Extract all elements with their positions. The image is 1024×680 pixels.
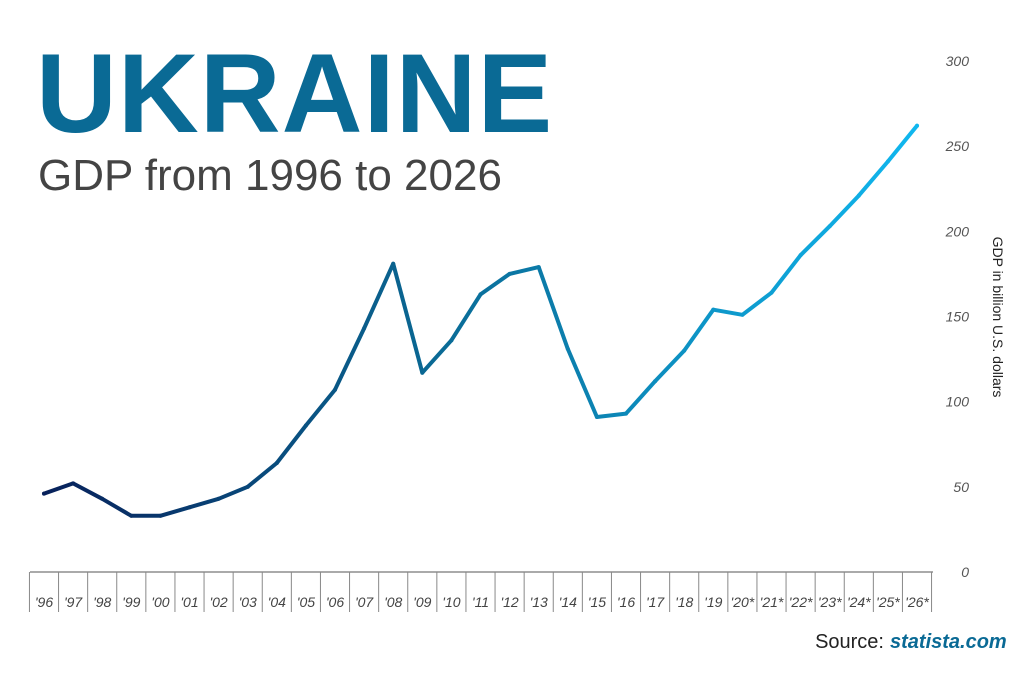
x-axis-ticks: '96 '97 '98 '99 '00 '01 '02 '03 '04 '05 '06 '07 '08 '… <box>28 572 933 612</box>
data-point <box>303 423 308 428</box>
data-point <box>391 261 396 266</box>
x-tick-label: '17 <box>646 594 665 610</box>
source-label: Source: <box>815 631 884 653</box>
x-tick-label: '11 <box>472 594 489 610</box>
x-tick-label: '96 <box>35 594 53 610</box>
data-point <box>740 312 745 317</box>
data-point <box>594 414 599 419</box>
data-point <box>362 326 367 331</box>
x-tick-label: '12 <box>500 594 518 610</box>
x-tick-label: '03 <box>239 594 257 610</box>
data-point <box>274 460 279 465</box>
chart-title: UKRAINE <box>36 31 553 156</box>
x-tick-label: '13 <box>530 594 548 610</box>
data-point <box>158 513 163 518</box>
chart-subtitle: GDP from 1996 to 2026 <box>38 151 502 200</box>
data-point <box>42 491 46 496</box>
y-tick-label: 200 <box>945 223 970 239</box>
x-tick-label: '26* <box>905 594 929 610</box>
data-point <box>711 307 716 312</box>
data-point <box>915 123 919 128</box>
x-tick-label: '22* <box>789 594 813 610</box>
x-tick-label: '16 <box>617 594 635 610</box>
data-point <box>565 346 570 351</box>
data-point <box>129 513 134 518</box>
x-tick-label: '20* <box>731 594 755 610</box>
y-tick-label: 150 <box>946 309 970 325</box>
data-point <box>885 159 890 164</box>
gdp-points <box>42 123 919 518</box>
y-tick-label: 100 <box>946 394 970 410</box>
y-axis-ticks: 0 50 100 150 200 250 300 <box>945 53 970 580</box>
data-point <box>507 271 512 276</box>
data-point <box>536 265 541 270</box>
x-tick-label: '05 <box>297 594 315 610</box>
y-axis-label: GDP in billion U.S. dollars <box>990 237 1006 398</box>
data-point <box>449 338 454 343</box>
data-point <box>100 496 105 501</box>
data-point <box>333 387 337 392</box>
data-point <box>798 253 803 258</box>
x-tick-label: '19 <box>704 594 722 610</box>
data-point <box>478 292 483 297</box>
x-tick-label: '99 <box>122 594 140 610</box>
data-point <box>624 411 628 416</box>
x-tick-label: '21* <box>760 594 784 610</box>
data-point <box>245 484 250 489</box>
data-point <box>682 348 687 353</box>
x-tick-label: '24* <box>847 594 871 610</box>
x-tick-label: '00 <box>151 594 169 610</box>
data-point <box>856 193 861 198</box>
source-link[interactable]: statista.com <box>890 631 1007 653</box>
x-tick-label: '14 <box>559 594 577 610</box>
x-tick-label: '02 <box>209 594 227 610</box>
x-tick-label: '25* <box>876 594 900 610</box>
data-point <box>216 496 221 501</box>
y-tick-label: 300 <box>946 53 970 69</box>
y-tick-label: 250 <box>945 138 970 154</box>
x-tick-label: '08 <box>384 594 402 610</box>
x-tick-label: '06 <box>326 594 344 610</box>
y-tick-label: 50 <box>953 479 969 495</box>
data-point <box>187 505 192 510</box>
y-tick-label: 0 <box>961 564 969 580</box>
data-point <box>769 290 774 295</box>
x-tick-label: '23* <box>818 594 842 610</box>
x-tick-label: '09 <box>413 594 431 610</box>
x-tick-label: '10 <box>442 594 460 610</box>
data-point <box>71 481 76 486</box>
x-tick-label: '07 <box>355 594 374 610</box>
x-tick-label: '04 <box>268 594 286 610</box>
data-point <box>653 379 658 384</box>
x-tick-label: '98 <box>93 594 111 610</box>
data-point <box>827 224 832 229</box>
x-tick-label: '18 <box>675 594 693 610</box>
x-tick-label: '15 <box>588 594 606 610</box>
x-tick-label: '97 <box>64 594 83 610</box>
data-point <box>420 370 425 375</box>
x-tick-label: '01 <box>180 594 198 610</box>
